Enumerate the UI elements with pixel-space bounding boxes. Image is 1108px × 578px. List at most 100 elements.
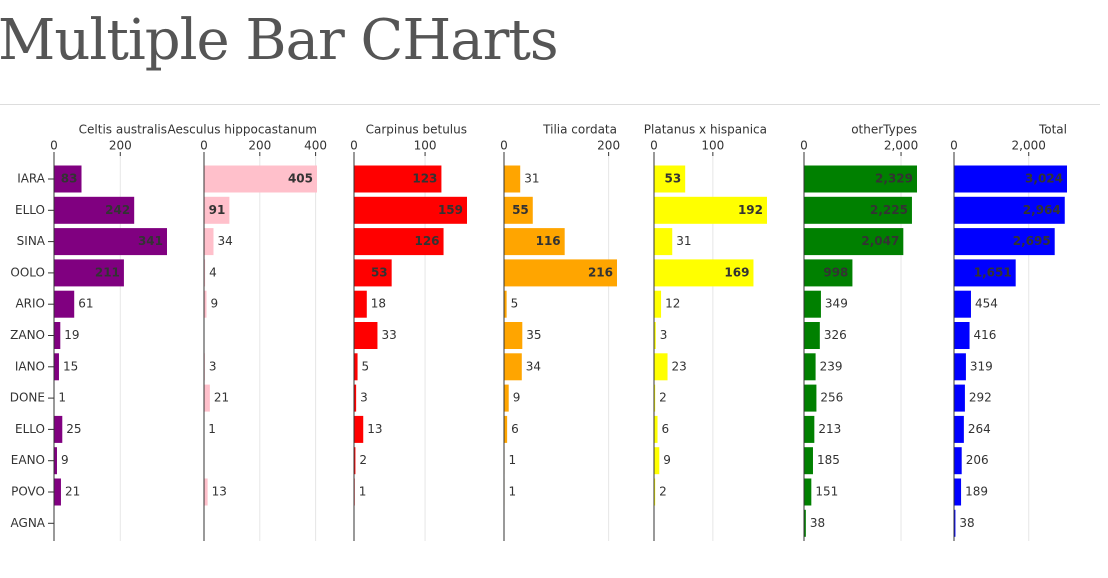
- bar: [204, 228, 214, 256]
- value-label: 216: [588, 265, 613, 279]
- value-label: 2,047: [861, 234, 899, 248]
- value-label: 33: [381, 328, 396, 342]
- bar: [654, 384, 656, 412]
- value-label: 2,964: [1023, 203, 1061, 217]
- bar: [54, 165, 82, 193]
- bar: [354, 384, 357, 412]
- bar: [654, 165, 686, 193]
- bar: [804, 353, 816, 381]
- value-label: 3: [660, 328, 668, 342]
- value-label: 19: [64, 328, 79, 342]
- value-label: 25: [66, 422, 81, 436]
- category-label: DONE: [10, 391, 45, 405]
- x-tick-label: 0: [200, 139, 208, 153]
- category-label: POVO: [11, 485, 45, 499]
- value-label: 998: [823, 265, 848, 279]
- bar: [804, 259, 853, 287]
- value-label: 53: [664, 172, 681, 186]
- value-label: 326: [824, 328, 847, 342]
- bar: [654, 478, 656, 506]
- bar: [654, 196, 767, 224]
- x-tick-label: 0: [650, 139, 658, 153]
- x-tick-label: 0: [500, 139, 508, 153]
- category-label: ZANO: [10, 328, 45, 342]
- bar: [954, 228, 1055, 256]
- x-tick-label: 100: [701, 139, 724, 153]
- value-label: 1: [509, 485, 517, 499]
- chart-title: Multiple Bar CHarts: [0, 8, 559, 73]
- bar: [504, 196, 533, 224]
- x-tick-label: 400: [304, 139, 327, 153]
- bar: [504, 384, 509, 412]
- value-label: 6: [511, 422, 519, 436]
- x-tick-label: 0: [950, 139, 958, 153]
- value-label: 1: [208, 422, 216, 436]
- value-label: 9: [211, 297, 219, 311]
- bar: [804, 384, 817, 412]
- bar: [354, 322, 378, 349]
- bar: [204, 384, 210, 412]
- bar: [654, 228, 673, 256]
- value-label: 2,329: [875, 172, 913, 186]
- bar: [504, 228, 565, 256]
- value-label: 206: [966, 453, 989, 467]
- bar: [654, 322, 656, 349]
- value-label: 159: [438, 203, 463, 217]
- value-label: 38: [810, 516, 825, 530]
- value-label: 185: [817, 453, 840, 467]
- bar: [954, 447, 962, 475]
- bar: [54, 322, 61, 349]
- value-label: 5: [511, 297, 519, 311]
- category-label: ARIO: [15, 297, 45, 311]
- value-label: 3: [209, 359, 217, 373]
- bar: [354, 353, 358, 381]
- bar: [504, 353, 522, 381]
- value-label: 3: [360, 391, 368, 405]
- bar: [804, 290, 821, 318]
- bar: [354, 415, 364, 443]
- x-tick-label: 0: [800, 139, 808, 153]
- category-label: IANO: [15, 359, 45, 373]
- bar: [954, 415, 964, 443]
- value-label: 123: [412, 172, 437, 186]
- bar: [954, 478, 962, 506]
- value-label: 18: [371, 297, 386, 311]
- value-label: 83: [61, 172, 78, 186]
- bar: [954, 165, 1067, 193]
- value-label: 1: [359, 485, 367, 499]
- x-tick-label: 2,000: [884, 139, 918, 153]
- bar: [204, 478, 208, 506]
- bar: [54, 447, 57, 475]
- value-label: 34: [526, 359, 541, 373]
- bar: [954, 509, 956, 537]
- value-label: 239: [820, 359, 843, 373]
- bar: [504, 322, 523, 349]
- value-label: 189: [965, 485, 988, 499]
- value-label: 15: [63, 359, 78, 373]
- panel-title: Aesculus hippocastanum: [167, 123, 317, 137]
- value-label: 2,695: [1013, 234, 1051, 248]
- value-label: 2: [659, 485, 667, 499]
- value-label: 264: [968, 422, 991, 436]
- bar: [354, 228, 444, 256]
- value-label: 21: [214, 391, 229, 405]
- bar: [954, 290, 971, 318]
- bar: [654, 447, 660, 475]
- value-label: 31: [524, 172, 539, 186]
- bar: [54, 290, 75, 318]
- bar: [354, 290, 367, 318]
- bar: [504, 259, 617, 287]
- value-label: 169: [724, 265, 749, 279]
- value-label: 38: [959, 516, 974, 530]
- value-label: 21: [65, 485, 80, 499]
- value-label: 9: [663, 453, 671, 467]
- bar: [204, 259, 206, 287]
- panel-title: Platanus x hispanica: [644, 123, 767, 137]
- bar: [354, 196, 467, 224]
- bar: [504, 415, 508, 443]
- value-label: 4: [209, 265, 217, 279]
- category-label: OOLO: [10, 265, 45, 279]
- value-label: 211: [95, 265, 120, 279]
- bar: [354, 259, 392, 287]
